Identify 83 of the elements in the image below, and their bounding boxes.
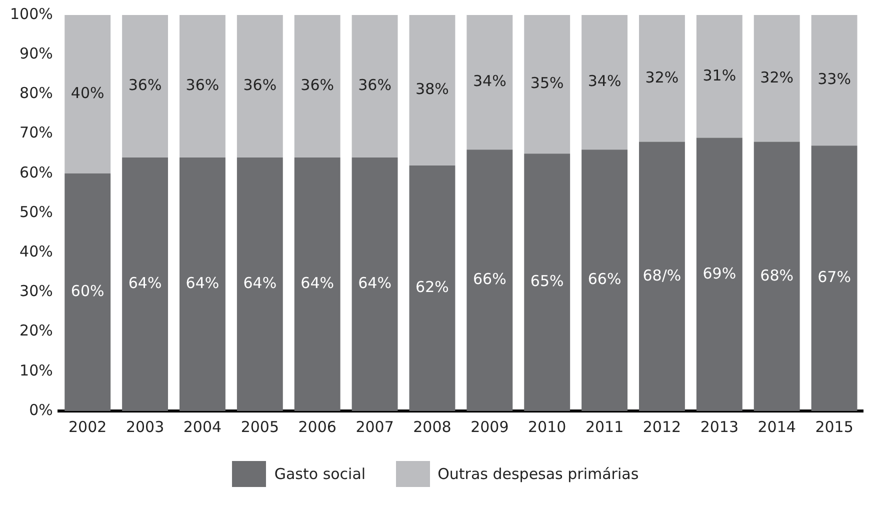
bar [638, 15, 685, 142]
data-label: 65% [530, 272, 564, 290]
data-label: 64% [128, 274, 162, 292]
bar [294, 158, 340, 411]
data-label: 64% [186, 274, 220, 292]
bar [696, 15, 742, 138]
x-tick-label: 2011 [585, 418, 624, 436]
bar [696, 138, 742, 411]
bar [294, 15, 340, 158]
legend-label: Outras despesas primárias [438, 465, 639, 483]
data-label: 33% [818, 70, 851, 88]
data-label: 66% [588, 270, 622, 288]
bar [236, 158, 283, 411]
data-label: 68% [760, 266, 794, 284]
y-tick-label: 100% [10, 4, 53, 23]
x-tick-label: 2009 [470, 418, 509, 436]
data-label: 36% [300, 76, 334, 94]
bar [811, 146, 858, 411]
data-label: 60% [70, 282, 104, 300]
y-tick-label: 80% [20, 84, 53, 102]
legend-label: Gasto social [274, 465, 366, 483]
bar [409, 165, 456, 411]
x-tick-label: 2012 [642, 418, 682, 436]
x-tick-label: 2010 [528, 418, 566, 436]
data-label: 68/% [642, 266, 682, 284]
x-tick-label: 2005 [240, 418, 280, 436]
data-label: 67% [818, 268, 851, 286]
data-label: 36% [358, 76, 392, 94]
bar [524, 15, 570, 154]
bar [64, 15, 111, 174]
x-tick-label: 2002 [68, 418, 107, 436]
y-tick-label: 30% [20, 282, 53, 300]
data-label: 32% [760, 68, 794, 86]
data-label: 62% [416, 278, 449, 296]
bar [582, 15, 628, 150]
y-tick-label: 60% [20, 163, 53, 182]
x-tick-label: 2013 [700, 418, 738, 436]
y-tick-label: 70% [20, 124, 53, 142]
bar [466, 15, 513, 150]
bar [352, 158, 398, 411]
y-tick-label: 0% [29, 400, 53, 419]
data-label: 34% [588, 72, 622, 90]
y-tick-label: 40% [20, 242, 53, 260]
bar [180, 15, 226, 158]
data-label: 38% [416, 80, 449, 98]
data-label: 35% [530, 74, 564, 92]
data-label: 64% [358, 274, 392, 292]
x-tick-label: 2007 [356, 418, 394, 436]
bar [582, 150, 628, 411]
data-label: 64% [300, 274, 334, 292]
y-tick-label: 20% [20, 322, 53, 340]
x-tick-label: 2008 [413, 418, 452, 436]
y-tick-label: 50% [20, 202, 53, 221]
data-label: 66% [472, 270, 506, 288]
bar [352, 15, 398, 158]
y-tick-label: 90% [20, 44, 53, 62]
bar [811, 15, 858, 146]
bar [524, 154, 570, 411]
data-label: 32% [645, 68, 679, 86]
bar [754, 15, 800, 142]
bar [638, 142, 685, 411]
bar [754, 142, 800, 411]
data-label: 40% [70, 84, 104, 102]
data-label: 36% [243, 76, 277, 94]
bar [180, 158, 226, 411]
bar [64, 173, 111, 411]
data-label: 36% [186, 76, 220, 94]
bar [122, 15, 168, 158]
x-tick-label: 2006 [298, 418, 336, 436]
x-tick-label: 2015 [815, 418, 854, 436]
bar [409, 15, 456, 166]
x-tick-label: 2004 [183, 418, 222, 436]
data-label: 34% [472, 72, 506, 90]
data-label: 36% [128, 76, 162, 94]
data-label: 31% [702, 66, 736, 84]
y-tick-label: 10% [20, 361, 53, 380]
bar [122, 158, 168, 411]
x-tick-label: 2003 [126, 418, 164, 436]
bar [236, 15, 283, 158]
x-tick-label: 2014 [758, 418, 796, 436]
bar [466, 150, 513, 411]
data-label: 64% [243, 274, 277, 292]
data-label: 69% [702, 264, 736, 282]
